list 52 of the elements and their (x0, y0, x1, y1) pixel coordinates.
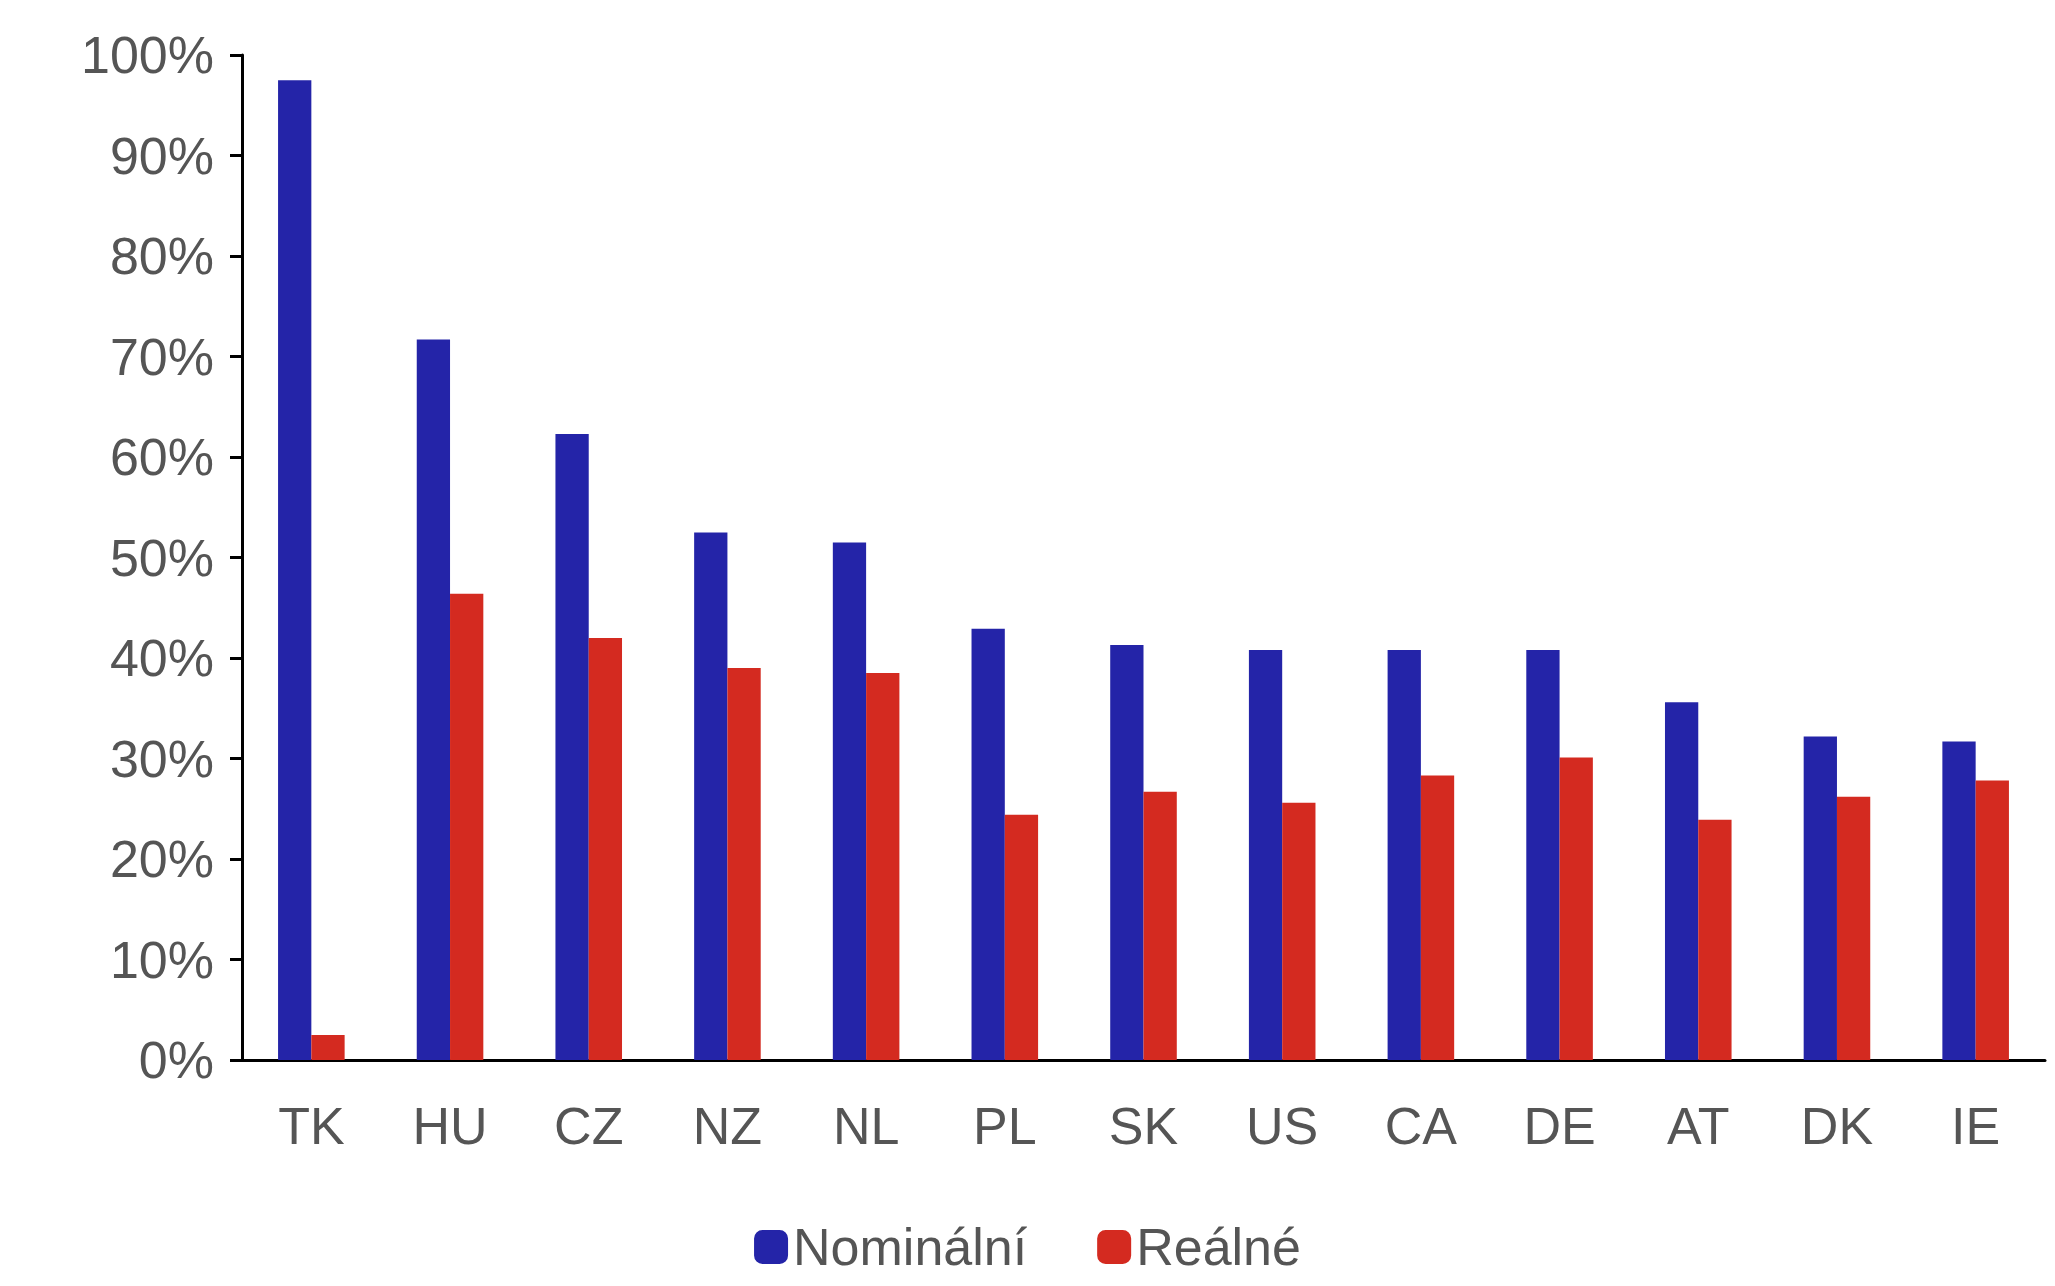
y-tick-label: 50% (109, 528, 214, 587)
bar (278, 80, 312, 1060)
bar (1282, 802, 1316, 1060)
bar (555, 433, 589, 1060)
y-tick-label: 10% (109, 930, 214, 989)
y-tick-label: 40% (109, 629, 214, 687)
bar (1526, 649, 1560, 1060)
bar (1004, 814, 1039, 1060)
bar (1698, 819, 1732, 1060)
bar (694, 532, 728, 1060)
x-tick-label: SK (1108, 1097, 1179, 1155)
bar (727, 668, 761, 1060)
bar (1248, 649, 1283, 1060)
y-tick-label: 30% (109, 729, 214, 788)
y-tick-label: 100% (81, 26, 214, 84)
bar (971, 628, 1005, 1060)
x-tick-label: DE (1523, 1097, 1596, 1155)
bar (1803, 736, 1837, 1060)
y-tick-label: 0% (138, 1031, 214, 1089)
x-tick-label: PL (973, 1097, 1037, 1155)
x-tick-label: DK (1800, 1097, 1874, 1155)
legend-label: Reálné (1136, 1218, 1301, 1276)
bar (1387, 649, 1421, 1060)
y-tick-label: 90% (109, 126, 214, 185)
x-tick-label: NZ (692, 1097, 763, 1155)
bar (1143, 791, 1177, 1060)
x-tick-label: CA (1384, 1097, 1458, 1155)
x-tick-label: IE (1951, 1097, 2001, 1155)
bar (588, 637, 623, 1060)
y-tick-label: 60% (109, 428, 214, 486)
x-tick-label: HU (412, 1097, 488, 1155)
bar (450, 593, 484, 1060)
y-tick-label: 20% (109, 830, 214, 888)
y-tick-label: 80% (109, 227, 214, 285)
x-tick-label: NL (832, 1097, 900, 1155)
bar (1664, 702, 1699, 1060)
bar (1110, 644, 1144, 1060)
bar (416, 339, 451, 1060)
bar (832, 542, 867, 1060)
x-tick-label: TK (278, 1097, 345, 1155)
x-tick-label: US (1246, 1097, 1319, 1155)
bar (866, 673, 900, 1060)
x-tick-label: AT (1666, 1097, 1730, 1155)
bar (1559, 757, 1593, 1060)
bar (1942, 741, 1976, 1060)
bar (1836, 796, 1871, 1060)
bar (1420, 775, 1455, 1060)
x-tick-label: CZ (554, 1097, 624, 1155)
y-tick-label: 70% (109, 327, 214, 386)
legend-label: Nominální (793, 1218, 1028, 1276)
bar (311, 1034, 345, 1060)
bar (1975, 780, 2009, 1060)
